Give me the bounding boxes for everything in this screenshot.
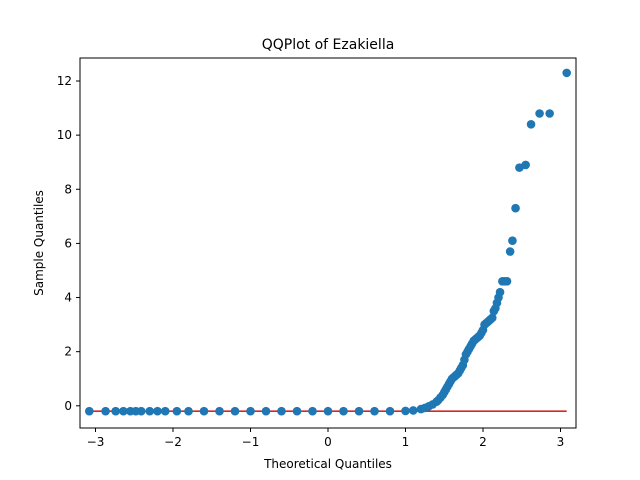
y-axis-label: Sample Quantiles <box>32 190 46 296</box>
data-point <box>323 406 333 416</box>
data-point <box>184 406 193 416</box>
y-tick-label: 12 <box>57 74 72 88</box>
y-tick-label: 0 <box>64 399 72 413</box>
data-point <box>385 406 395 416</box>
data-point <box>502 277 512 286</box>
data-point <box>408 406 418 415</box>
data-point <box>277 406 286 416</box>
data-point <box>215 406 224 416</box>
data-point <box>562 68 571 78</box>
data-point <box>111 406 120 416</box>
x-axis-label: Theoretical Quantiles <box>263 457 392 471</box>
data-point <box>354 406 364 416</box>
x-tick-label: −3 <box>87 435 105 449</box>
data-point <box>526 120 536 129</box>
data-point <box>535 109 544 118</box>
y-tick-label: 4 <box>64 291 72 305</box>
x-tick-label: 2 <box>479 435 487 449</box>
chart-title: QQPlot of Ezakiella <box>262 37 395 53</box>
data-point <box>261 406 271 416</box>
data-point <box>101 406 110 416</box>
data-point <box>511 203 520 213</box>
data-point <box>246 406 255 416</box>
data-point <box>292 406 302 416</box>
data-point <box>230 406 240 416</box>
data-point <box>505 247 515 256</box>
y-tick-label: 8 <box>64 182 72 196</box>
y-tick-label: 6 <box>64 236 72 250</box>
data-point <box>308 406 317 416</box>
data-point <box>160 406 170 416</box>
data-point <box>172 406 182 416</box>
x-tick-label: −2 <box>164 435 182 449</box>
data-point <box>85 406 94 416</box>
x-tick-label: −1 <box>242 435 260 449</box>
x-tick-label: 1 <box>402 435 410 449</box>
data-point <box>488 313 497 323</box>
data-point <box>153 406 162 416</box>
x-axis-ticks: −3 −2 −1 0 1 2 3 <box>87 428 565 449</box>
data-point <box>370 406 379 416</box>
y-tick-label: 2 <box>64 345 72 359</box>
y-tick-label: 10 <box>57 128 72 142</box>
data-point <box>145 406 155 416</box>
data-point <box>199 406 209 416</box>
plot-area <box>85 68 571 416</box>
points-layer <box>85 68 571 416</box>
data-point <box>339 406 348 416</box>
data-point <box>495 287 505 297</box>
data-point <box>521 160 530 170</box>
x-tick-label: 0 <box>324 435 332 449</box>
x-tick-label: 3 <box>557 435 565 449</box>
data-point <box>136 406 146 416</box>
data-point <box>545 109 554 118</box>
y-axis-ticks: 0 2 4 6 8 10 12 <box>57 74 80 413</box>
data-point <box>119 406 128 416</box>
data-point <box>508 236 517 245</box>
data-point <box>401 406 410 416</box>
